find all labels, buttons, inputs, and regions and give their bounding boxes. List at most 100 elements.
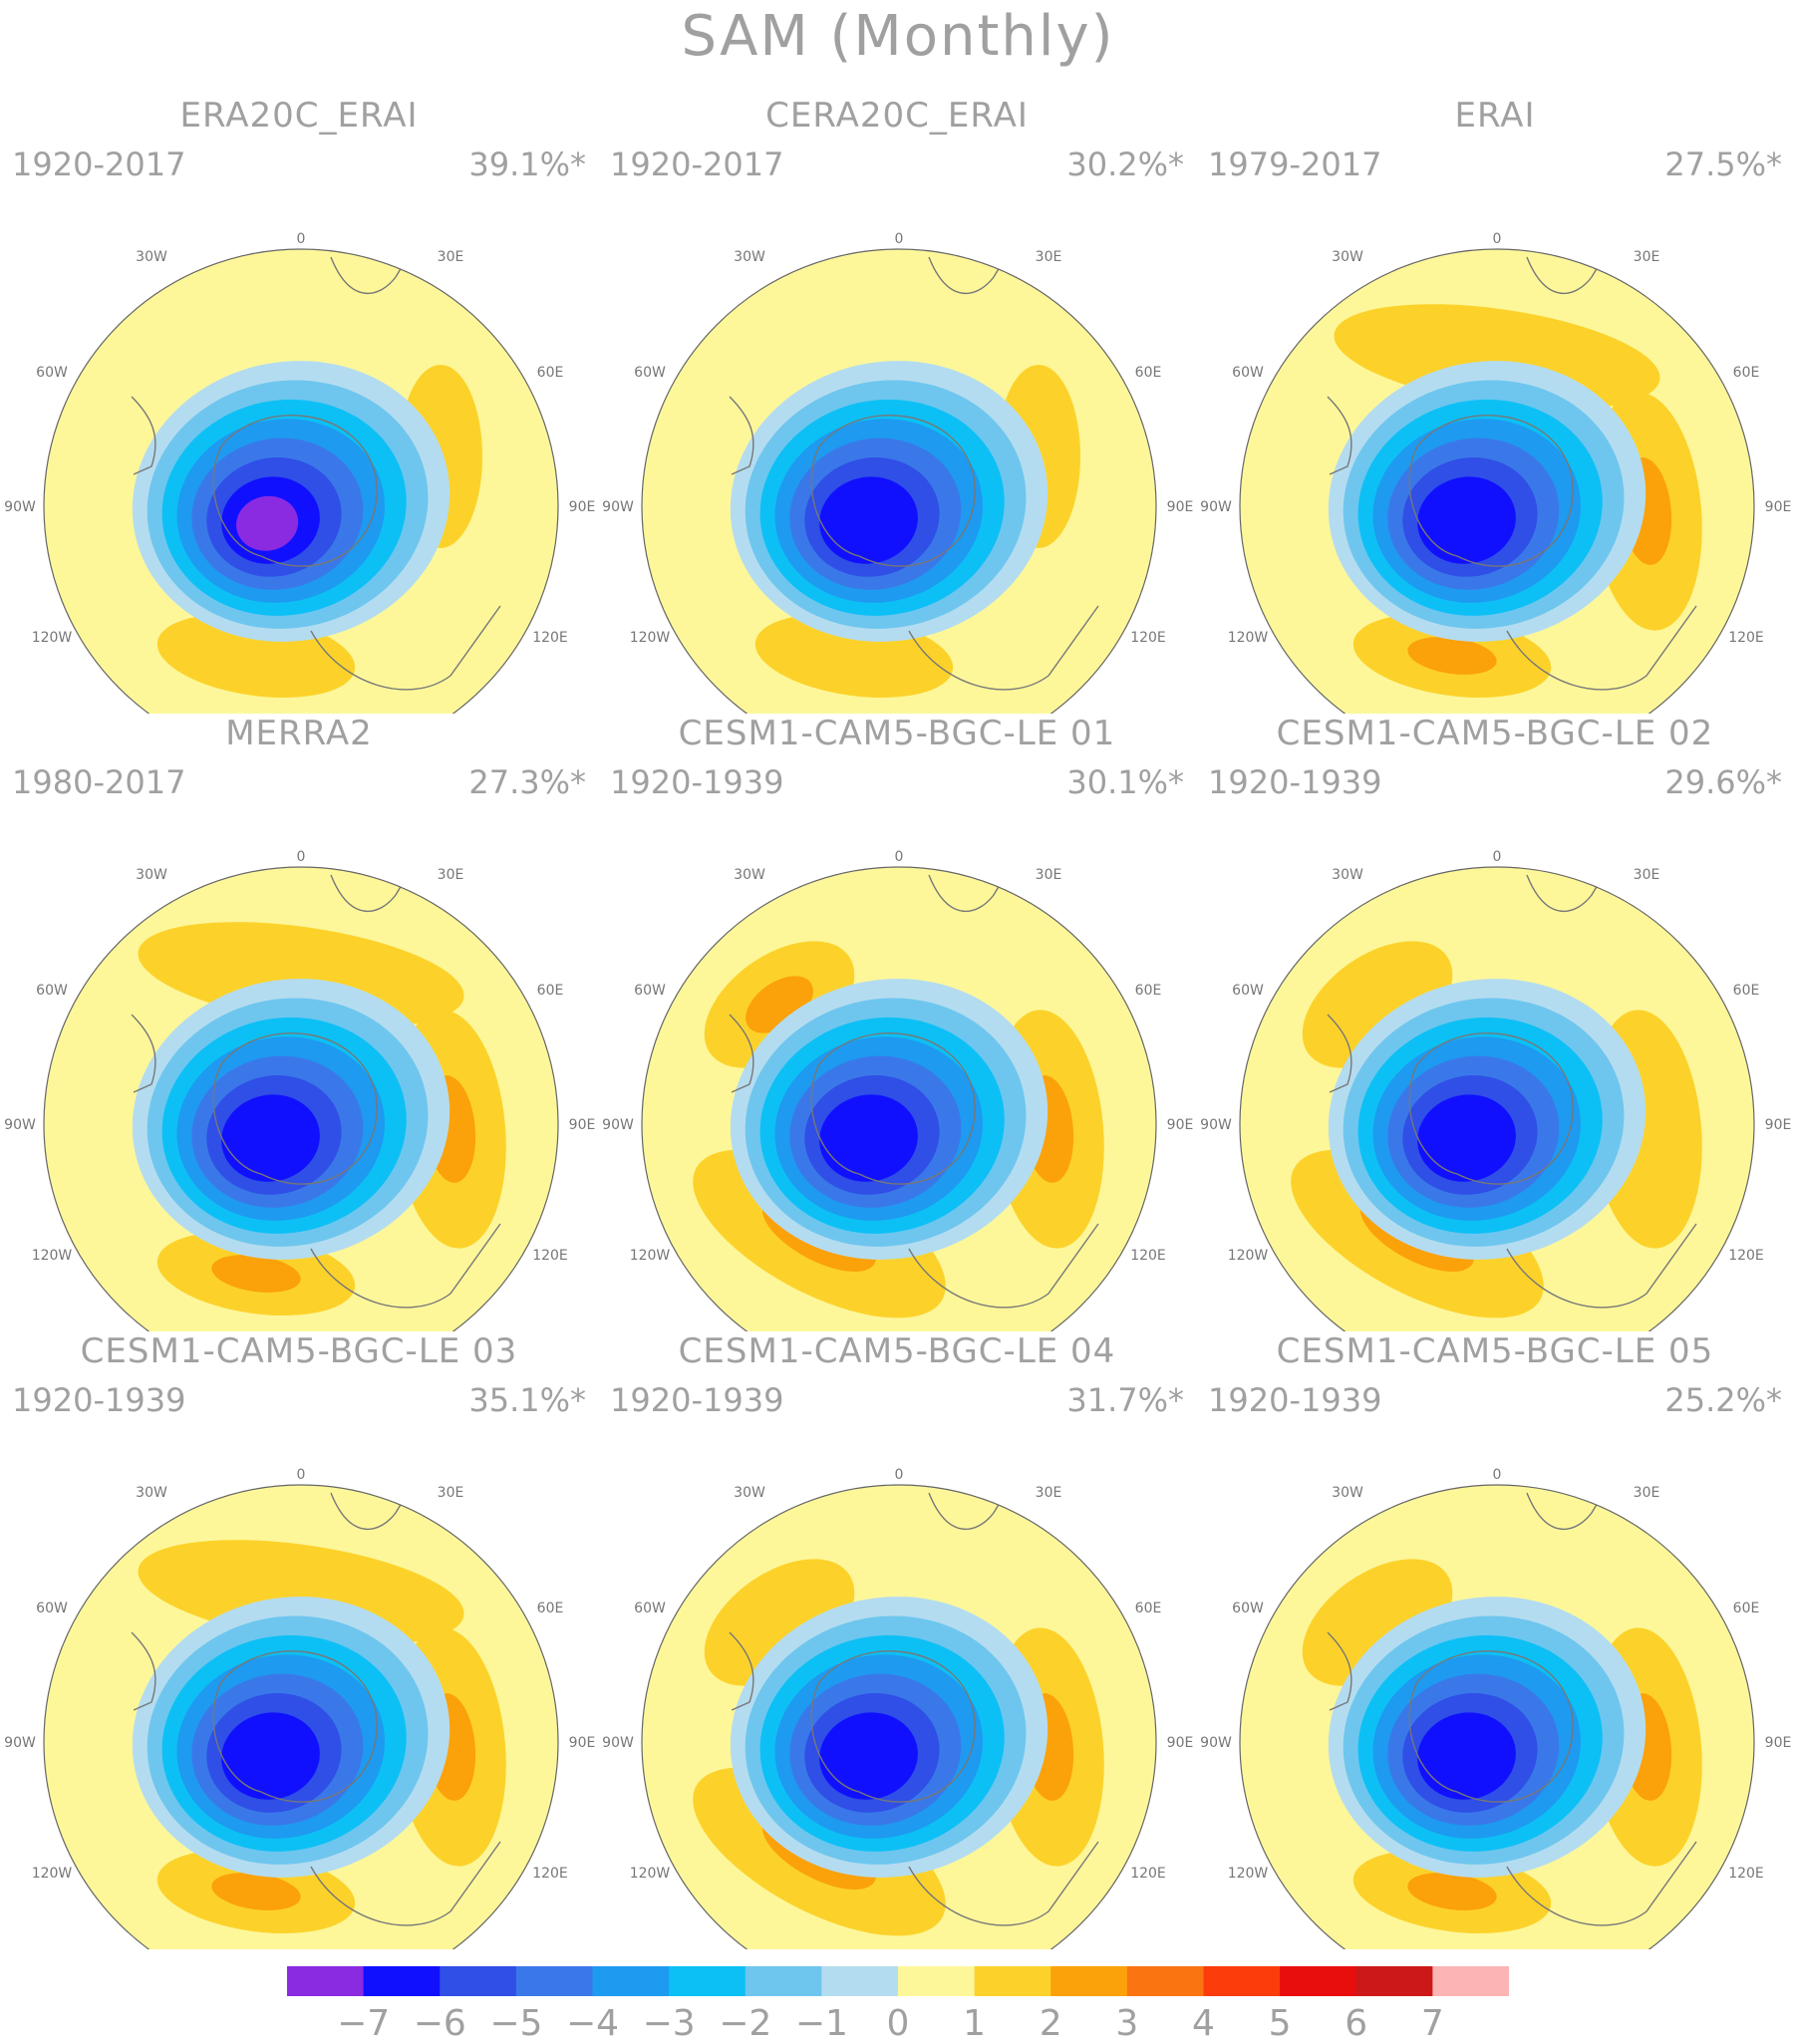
figure-title: SAM (Monthly)	[681, 4, 1115, 69]
longitude-label: 0	[297, 849, 306, 865]
longitude-label: 0	[895, 231, 904, 247]
colorbar-swatches	[287, 1966, 1510, 1996]
longitude-label: 120E	[1728, 1866, 1764, 1882]
longitude-label: 120E	[532, 1866, 568, 1882]
longitude-label: 120W	[630, 1866, 671, 1882]
colorbar-swatch	[1203, 1966, 1281, 1996]
longitude-label: 0	[1493, 231, 1502, 247]
panel-variance-percent: 27.3%*	[468, 763, 586, 801]
panel-title: CESM1-CAM5-BGC-LE 05	[1276, 1331, 1714, 1371]
colorbar-swatch	[1050, 1966, 1128, 1996]
longitude-label: 120W	[1228, 630, 1269, 646]
negative-anomaly-contour	[819, 476, 918, 564]
panel-period: 1979-2017	[1208, 146, 1382, 183]
colorbar-tick-label: 3	[1115, 2003, 1139, 2044]
longitude-label: 60W	[1232, 1601, 1264, 1616]
longitude-label: 30W	[1332, 867, 1363, 883]
coastline	[908, 605, 1099, 691]
map-border	[43, 866, 559, 1331]
longitude-label: 90E	[1765, 1117, 1792, 1133]
positive-anomaly-core	[211, 1255, 301, 1293]
map-panel: CESM1-CAM5-BGC-LE 011920-193930.1%*01803…	[598, 714, 1196, 1331]
longitude-label: 60E	[1135, 1601, 1162, 1616]
negative-anomaly-contour	[221, 1712, 320, 1800]
coastline	[310, 605, 501, 691]
polar-map: 018030W30E60W60E90W90E120W120E150W150E	[4, 231, 595, 714]
longitude-label: 60E	[1135, 365, 1162, 381]
coastline	[928, 869, 1010, 913]
polar-map: 018030W30E60W60E90W90E120W120E150W150E	[4, 849, 595, 1331]
coastline	[1526, 251, 1608, 295]
negative-anomaly-contour	[1417, 476, 1516, 564]
colorbar-swatch	[821, 1966, 899, 1996]
panel-variance-percent: 30.1%*	[1066, 763, 1184, 801]
map-panel: ERA20C_ERAI1920-201739.1%*018030W30E60W6…	[0, 96, 598, 714]
colorbar-swatch	[287, 1966, 365, 1996]
map-panel: MERRA21980-201727.3%*018030W30E60W60E90W…	[0, 714, 598, 1331]
longitude-label: 30E	[1036, 867, 1062, 883]
coastline	[131, 1014, 156, 1093]
longitude-label: 30E	[438, 249, 464, 265]
colorbar-tick-label: 0	[886, 2003, 910, 2044]
coastline	[212, 1650, 378, 1803]
longitude-label: 90W	[4, 499, 36, 515]
longitude-label: 90E	[1167, 1117, 1194, 1133]
colorbar-swatch	[1280, 1966, 1357, 1996]
coastline	[1526, 1487, 1608, 1531]
polar-map: 018030W30E60W60E90W90E120W120E150W150E	[1200, 231, 1791, 714]
panel-period: 1980-2017	[12, 763, 186, 801]
map-border	[1239, 866, 1755, 1331]
panel-variance-percent: 25.2%*	[1664, 1381, 1782, 1419]
longitude-label: 90E	[1167, 499, 1194, 515]
colorbar-swatch	[440, 1966, 517, 1996]
longitude-label: 60W	[634, 983, 666, 999]
longitude-label: 0	[1493, 1467, 1502, 1483]
panel-variance-percent: 39.1%*	[468, 146, 586, 183]
colorbar-tick-label: 1	[963, 2003, 987, 2044]
coastline	[729, 1631, 754, 1711]
longitude-label: 90W	[1200, 499, 1232, 515]
coastline	[928, 251, 1010, 295]
coastline	[928, 1487, 1010, 1531]
panel-variance-percent: 27.5%*	[1664, 146, 1782, 183]
colorbar-tick-label: −3	[642, 2003, 696, 2044]
map-panel: CESM1-CAM5-BGC-LE 021920-193929.6%*01803…	[1196, 714, 1794, 1331]
longitude-label: 90W	[1200, 1117, 1232, 1133]
panel-period: 1920-1939	[12, 1381, 186, 1419]
panel-period: 1920-1939	[610, 1381, 784, 1419]
colorbar-tick-label: 6	[1345, 2003, 1368, 2044]
map-border	[1239, 1484, 1755, 1949]
polar-map: 018030W30E60W60E90W90E120W120E150W150E	[4, 1467, 595, 1949]
negative-anomaly-contour	[819, 1094, 918, 1182]
map-border	[641, 248, 1157, 714]
panel-variance-percent: 35.1%*	[468, 1381, 586, 1419]
map-border	[1239, 248, 1755, 714]
longitude-label: 30E	[1036, 1485, 1062, 1501]
map-panel: ERAI 1979-2017 27.5%* 018030W30E60W60E90W90…	[1196, 96, 1794, 714]
longitude-label: 30W	[136, 1485, 167, 1501]
panel-title: ERAI	[1454, 96, 1536, 136]
longitude-label: 120E	[532, 1248, 568, 1264]
negative-anomaly-contour	[1417, 1712, 1516, 1800]
colorbar-tick-label: −4	[565, 2003, 620, 2044]
coastline	[810, 1650, 976, 1803]
longitude-label: 30E	[1634, 867, 1660, 883]
longitude-label: 120W	[1228, 1248, 1269, 1264]
coastline	[1506, 1223, 1697, 1309]
panel-variance-percent: 31.7%*	[1066, 1381, 1184, 1419]
colorbar-tick-label: 7	[1420, 2003, 1444, 2044]
colorbar-tick-label: 4	[1192, 2003, 1215, 2044]
longitude-label: 60W	[634, 1601, 666, 1616]
map-panel: CERA20C_ERAI1920-201730.2%*018030W30E60W…	[598, 96, 1196, 714]
longitude-label: 30E	[438, 1485, 464, 1501]
longitude-label: 60W	[36, 1601, 68, 1616]
panel-period: 1920-2017	[12, 146, 186, 183]
longitude-label: 120E	[1728, 1248, 1764, 1264]
colorbar-swatch	[1355, 1966, 1433, 1996]
colorbar-swatch	[669, 1966, 747, 1996]
colorbar-tick-label: 5	[1268, 2003, 1292, 2044]
coastline	[1408, 1650, 1574, 1803]
colorbar-tick-label: 2	[1039, 2003, 1062, 2044]
colorbar-swatch	[898, 1966, 976, 1996]
longitude-label: 90W	[602, 1117, 634, 1133]
